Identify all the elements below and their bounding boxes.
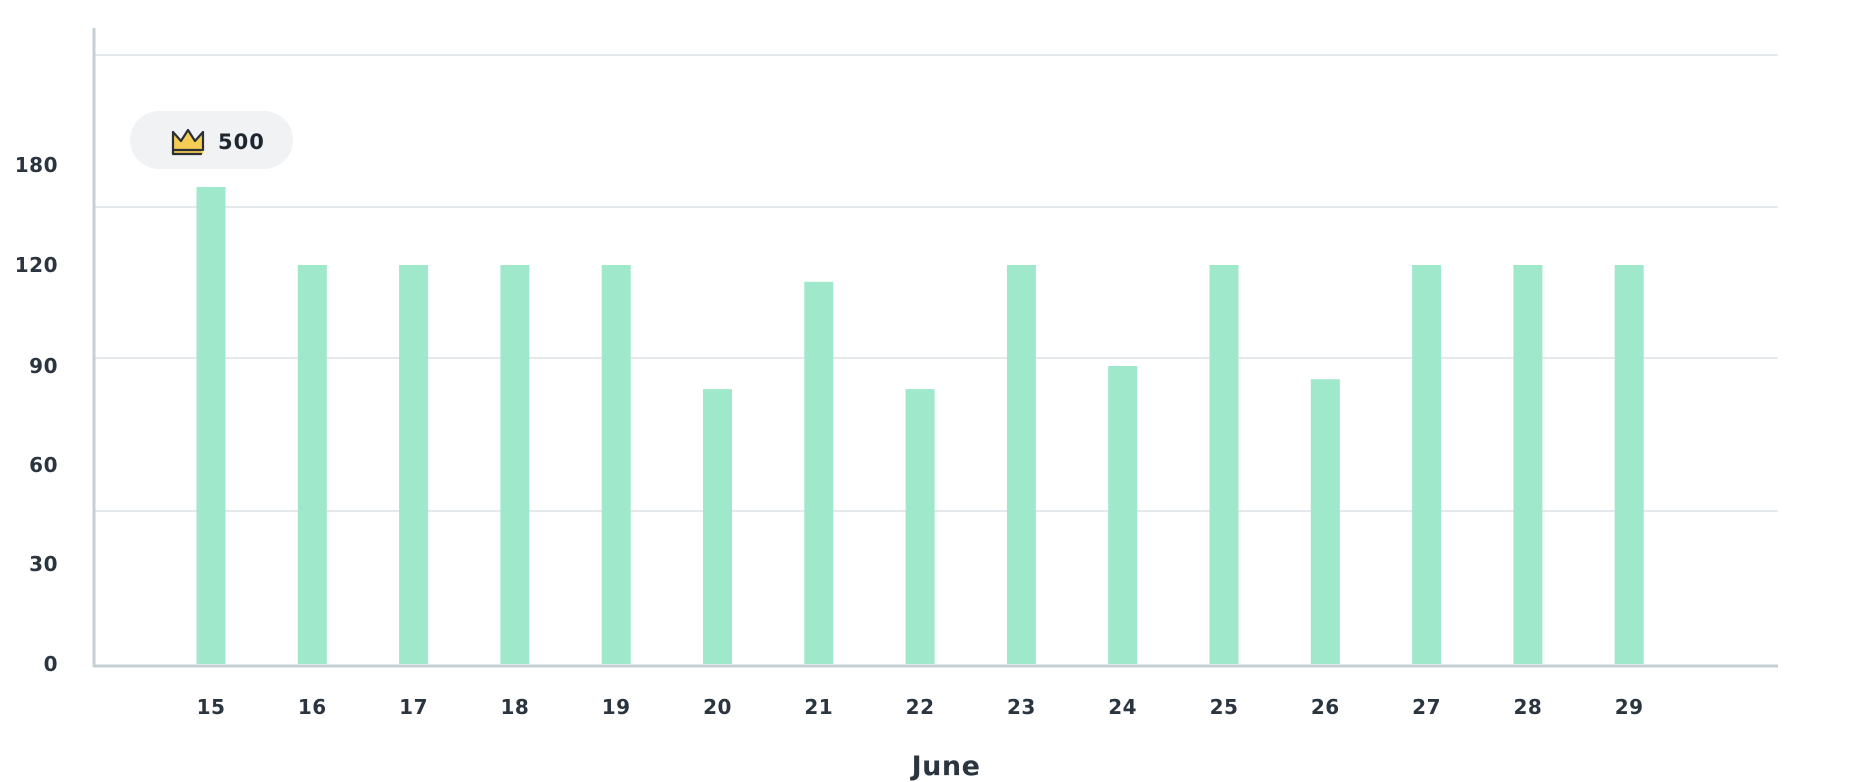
x-tick-label: 27	[1412, 695, 1441, 719]
bar[interactable]	[1513, 265, 1543, 664]
x-tick-label: 22	[906, 695, 935, 719]
y-tick-label: 30	[29, 552, 58, 576]
x-tick-label: 23	[1007, 695, 1036, 719]
bar[interactable]	[500, 265, 530, 664]
bar[interactable]	[1209, 265, 1239, 664]
x-tick-label: 20	[703, 695, 732, 719]
bars	[196, 187, 1644, 664]
x-tick-label: 29	[1615, 695, 1644, 719]
badge-background	[130, 111, 293, 169]
x-tick-label: 25	[1210, 695, 1239, 719]
bar[interactable]	[196, 187, 226, 664]
x-tick-label: 24	[1108, 695, 1137, 719]
bar[interactable]	[601, 265, 631, 664]
y-tick-label: 180	[15, 153, 58, 177]
bar[interactable]	[1108, 366, 1138, 664]
x-tick-label: 21	[804, 695, 833, 719]
bar[interactable]	[804, 281, 834, 664]
bar[interactable]	[1614, 265, 1644, 664]
x-axis-label: June	[910, 751, 981, 782]
bar[interactable]	[703, 389, 732, 664]
x-tick-label: 16	[298, 695, 327, 719]
y-tick-label: 60	[29, 453, 58, 477]
y-tick-labels: 0 30 60 90 120 180	[15, 153, 58, 676]
y-tick-label: 90	[29, 354, 58, 378]
bar[interactable]	[399, 265, 429, 664]
bar[interactable]	[905, 389, 935, 664]
x-tick-label: 19	[602, 695, 631, 719]
max-value-badge: 500	[130, 111, 293, 169]
badge-value: 500	[218, 130, 265, 154]
y-tick-label: 120	[15, 253, 58, 277]
crown-icon	[171, 128, 205, 156]
gridlines	[95, 54, 1778, 512]
x-tick-label: 28	[1513, 695, 1542, 719]
bar[interactable]	[297, 265, 327, 664]
x-tick-labels: 15 16 17 18 19 20 21 22 23 24 25 26 27 28 29	[197, 695, 1644, 719]
bar[interactable]	[1310, 379, 1340, 664]
x-tick-label: 17	[399, 695, 428, 719]
y-tick-label: 0	[44, 652, 58, 676]
x-tick-label: 15	[197, 695, 226, 719]
bar[interactable]	[1412, 265, 1442, 664]
bar[interactable]	[1006, 265, 1036, 664]
x-tick-label: 18	[500, 695, 529, 719]
x-tick-label: 26	[1311, 695, 1340, 719]
